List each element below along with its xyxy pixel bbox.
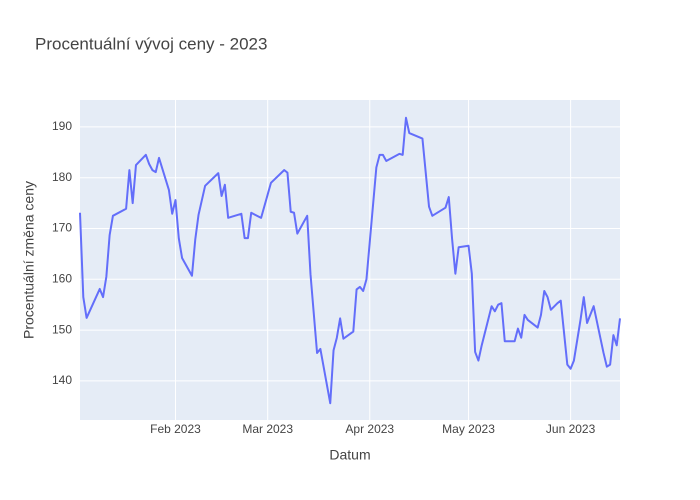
y-tick-label: 150 (52, 322, 72, 336)
grid (80, 100, 620, 420)
y-tick-label: 160 (52, 271, 72, 285)
x-tick-label: May 2023 (442, 422, 495, 436)
x-axis-title: Datum (329, 447, 370, 463)
plot-area (80, 100, 620, 420)
x-tick-label: Apr 2023 (345, 422, 394, 436)
price-line (79, 116, 621, 405)
x-tick-label: Jun 2023 (546, 422, 596, 436)
marks (79, 116, 621, 405)
y-axis-title: Procentuální změna ceny (21, 181, 37, 339)
y-tick-label: 180 (52, 170, 72, 184)
x-tick-label: Mar 2023 (242, 422, 293, 436)
chart-title: Procentuální vývoj ceny - 2023 (35, 34, 267, 53)
y-tick-label: 170 (52, 221, 72, 235)
x-tick-label: Feb 2023 (150, 422, 201, 436)
y-tick-label: 140 (52, 373, 72, 387)
y-tick-label: 190 (52, 119, 72, 133)
